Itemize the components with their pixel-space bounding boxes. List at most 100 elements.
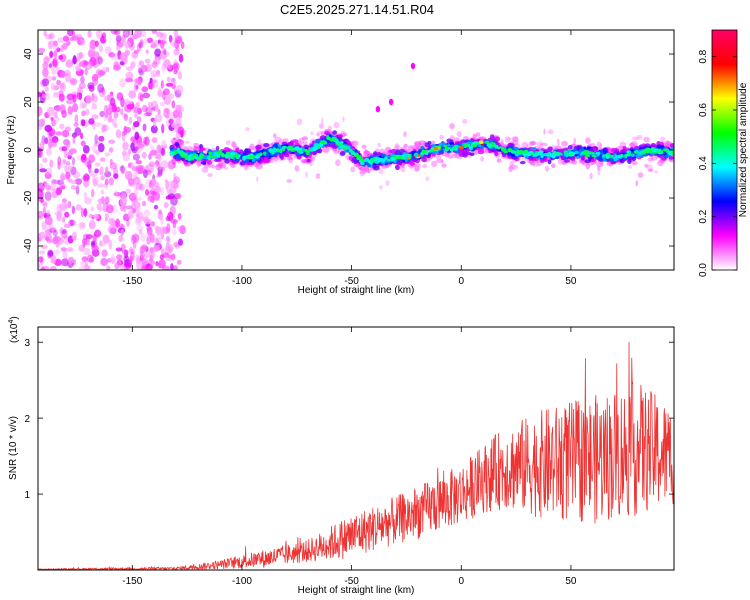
band-blob	[643, 136, 650, 143]
noise-blob	[59, 82, 65, 90]
band-blob	[421, 149, 425, 154]
band-blob	[454, 144, 458, 148]
noise-blob	[94, 168, 99, 174]
spectrogram-x-label: Height of straight line (km)	[298, 285, 415, 296]
noise-blob	[52, 229, 58, 237]
band-blob	[201, 166, 209, 173]
noise-blob	[71, 205, 76, 215]
band-blob	[494, 151, 499, 157]
band-blob	[590, 158, 597, 162]
noise-blob	[93, 51, 99, 59]
noise-blob	[81, 110, 86, 117]
band-blob	[319, 140, 326, 144]
noise-blob	[67, 256, 75, 264]
noise-blob	[153, 204, 159, 210]
noise-blob	[143, 169, 148, 179]
noise-blob	[49, 50, 54, 59]
band-blob	[415, 163, 422, 168]
noise-blob	[151, 41, 156, 48]
noise-blob	[124, 259, 132, 268]
halo-blob	[449, 123, 455, 130]
band-blob	[469, 152, 475, 156]
band-blob	[430, 149, 434, 153]
noise-blob	[91, 245, 99, 252]
snr-x-label: Height of straight line (km)	[298, 585, 415, 596]
noise-blob	[152, 78, 159, 89]
noise-blob	[66, 93, 75, 101]
noise-blob	[125, 205, 133, 210]
band-blob	[436, 158, 444, 164]
noise-blob	[159, 226, 166, 235]
band-blob	[586, 146, 591, 150]
band-blob	[294, 146, 300, 151]
noise-blob	[160, 160, 169, 169]
band-blob	[231, 140, 236, 148]
noise-blob	[151, 178, 156, 186]
noise-blob	[122, 113, 127, 119]
noise-blob	[66, 247, 74, 252]
noise-blob	[104, 196, 110, 205]
noise-blob	[49, 266, 57, 270]
band-blob	[329, 143, 335, 148]
noise-blob	[97, 56, 103, 65]
noise-blob	[94, 162, 101, 167]
noise-blob	[173, 193, 181, 199]
noise-blob	[156, 31, 164, 38]
noise-blob	[100, 189, 105, 195]
noise-blob	[147, 81, 155, 90]
noise-blob	[123, 102, 128, 112]
halo-blob	[654, 170, 658, 174]
noise-blob	[58, 54, 64, 60]
band-blob	[591, 154, 597, 158]
noise-blob	[133, 49, 139, 54]
band-blob	[176, 147, 180, 152]
noise-blob	[173, 172, 177, 180]
noise-blob	[113, 167, 119, 176]
noise-blob	[88, 118, 95, 125]
noise-blob	[59, 123, 65, 130]
noise-blob	[137, 196, 142, 201]
band-blob	[513, 147, 520, 151]
noise-blob	[135, 182, 143, 191]
noise-blob	[65, 61, 73, 68]
band-blob	[290, 147, 294, 151]
noise-blob	[115, 129, 122, 139]
noise-blob	[55, 187, 62, 196]
band-blob	[433, 147, 439, 151]
outlier-blob	[375, 106, 381, 113]
band-blob	[632, 136, 640, 141]
noise-blob	[147, 190, 155, 200]
noise-blob	[168, 35, 173, 43]
band-blob	[609, 155, 613, 158]
band-blob	[547, 159, 552, 165]
noise-blob	[63, 149, 68, 159]
noise-blob	[91, 73, 99, 82]
noise-blob	[90, 188, 95, 198]
band-blob	[377, 158, 381, 163]
band-blob	[387, 159, 391, 162]
noise-blob	[130, 248, 136, 255]
noise-blob	[61, 258, 69, 267]
noise-blob	[155, 261, 159, 267]
noise-blob	[180, 41, 185, 49]
noise-blob	[104, 152, 111, 157]
noise-blob	[110, 91, 114, 97]
band-blob	[581, 155, 585, 161]
noise-blob	[44, 55, 49, 63]
band-blob	[215, 145, 220, 151]
noise-blob	[143, 250, 150, 259]
noise-blob	[108, 239, 113, 250]
band-blob	[420, 145, 425, 150]
noise-blob	[136, 216, 141, 224]
halo-blob	[335, 159, 341, 167]
noise-blob	[150, 125, 158, 134]
noise-blob	[38, 262, 41, 269]
noise-blob	[124, 50, 129, 58]
noise-blob	[52, 44, 59, 52]
noise-blob	[76, 92, 83, 100]
halo-blob	[176, 123, 182, 128]
band-blob	[577, 145, 582, 149]
band-blob	[337, 134, 344, 138]
noise-blob	[53, 111, 58, 119]
noise-blob	[140, 233, 146, 242]
